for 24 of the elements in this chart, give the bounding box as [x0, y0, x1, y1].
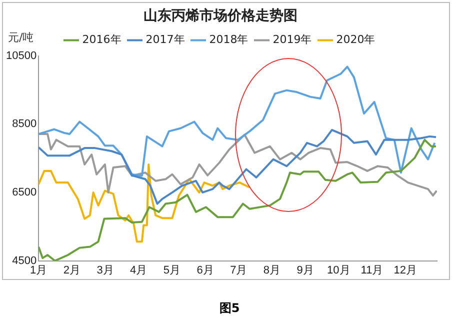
y-axis-title: 元/吨 [8, 31, 34, 44]
x-tick-label: 5月 [163, 264, 181, 276]
x-tick-label: 3月 [96, 264, 114, 276]
x-tick-label: 8月 [263, 264, 281, 276]
chart-title: 山东丙烯市场价格走势图 [144, 7, 298, 24]
y-tick-label: 4500 [12, 254, 37, 267]
x-tick-label: 6月 [196, 264, 214, 276]
legend-label: 2020年 [336, 33, 376, 46]
legend-label: 2017年 [146, 33, 185, 46]
x-tick-label: 1月 [30, 264, 48, 276]
caption: 图5 [218, 300, 241, 317]
x-tick-label: 4月 [130, 264, 148, 276]
x-tick-label: 12月 [394, 264, 417, 276]
y-tick-label: 10500 [6, 50, 37, 62]
y-tick-label: 6500 [12, 186, 37, 198]
legend-label: 2018年 [209, 33, 248, 46]
x-tick-label: 11月 [360, 264, 384, 276]
x-tick-label: 10月 [327, 264, 350, 276]
x-tick-label: 7月 [230, 264, 248, 276]
legend-label: 2019年 [272, 33, 312, 46]
legend-label: 2016年 [82, 33, 122, 46]
y-tick-label: 8500 [12, 118, 37, 130]
x-tick-label: 9月 [296, 264, 314, 276]
x-tick-label: 2月 [63, 264, 80, 276]
